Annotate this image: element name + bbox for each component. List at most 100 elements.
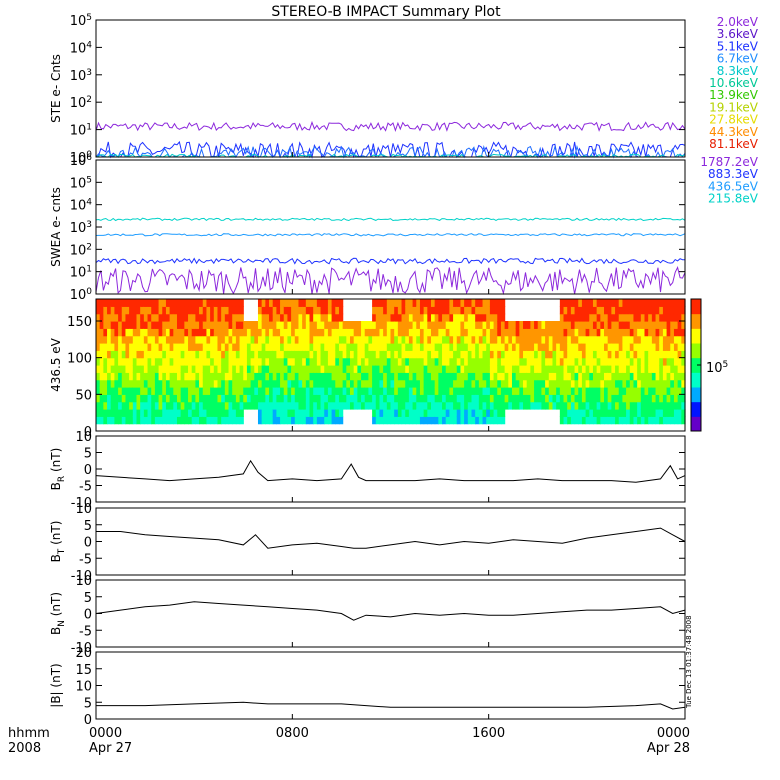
heatmap-cell xyxy=(313,313,318,322)
heatmap-cell xyxy=(563,387,568,395)
heatmap-cell xyxy=(681,365,686,373)
heatmap-cell xyxy=(298,409,303,417)
heatmap-cell xyxy=(327,394,333,403)
heatmap-cell xyxy=(327,372,333,381)
heatmap-cell xyxy=(309,343,314,351)
heatmap-cell xyxy=(375,328,381,337)
heatmap-cell xyxy=(585,357,590,366)
heatmap-cell xyxy=(559,401,565,410)
heatmap-cell xyxy=(265,379,270,388)
heatmap-cell xyxy=(309,357,314,366)
heatmap-cell xyxy=(283,335,289,344)
heatmap-cell xyxy=(574,299,579,307)
heatmap-cell xyxy=(629,328,635,337)
heatmap-cell xyxy=(294,350,300,359)
heatmap-cell xyxy=(173,365,178,373)
heatmap-cell xyxy=(213,357,219,366)
heatmap-cell xyxy=(419,357,425,366)
heatmap-cell xyxy=(615,328,620,337)
heatmap-cell xyxy=(677,365,682,373)
heatmap-cell xyxy=(309,299,314,307)
heatmap-cell xyxy=(681,299,686,307)
heatmap-cell xyxy=(265,321,270,329)
heatmap-cell xyxy=(180,306,185,315)
heatmap-cell xyxy=(357,387,362,395)
heatmap-cell xyxy=(151,372,156,381)
heatmap-cell xyxy=(681,313,686,322)
heatmap-cell xyxy=(383,387,388,395)
heatmap-cell xyxy=(184,299,189,307)
heatmap-cell xyxy=(430,379,436,388)
heatmap-cell xyxy=(471,321,476,329)
heatmap-cell xyxy=(232,365,237,373)
heatmap-cell xyxy=(397,394,403,403)
heatmap-cell xyxy=(173,335,178,344)
heatmap-cell xyxy=(140,357,145,366)
heatmap-cell xyxy=(637,328,642,337)
heatmap-cell xyxy=(320,321,325,329)
heatmap-cell xyxy=(408,321,414,329)
heatmap-cell xyxy=(151,365,156,373)
heatmap-cell xyxy=(188,321,193,329)
heatmap-cell xyxy=(445,350,450,359)
heatmap-cell xyxy=(467,379,473,388)
y-tick-label: 103 xyxy=(70,220,92,236)
heatmap-cell xyxy=(176,321,182,329)
heatmap-cell xyxy=(548,379,554,388)
heatmap-cell xyxy=(438,409,443,417)
heatmap-cell xyxy=(96,379,101,388)
heatmap-cell xyxy=(449,365,454,373)
heatmap-cell xyxy=(408,299,414,307)
heatmap-cell xyxy=(305,313,311,322)
heatmap-cell xyxy=(559,357,565,366)
heatmap-cell xyxy=(405,365,410,373)
heatmap-cell xyxy=(622,321,627,329)
heatmap-cell xyxy=(331,365,336,373)
heatmap-cell xyxy=(386,328,392,337)
heatmap-cell xyxy=(456,328,462,337)
heatmap-cell xyxy=(232,335,237,344)
heatmap-cell xyxy=(673,387,679,395)
heatmap-cell xyxy=(618,321,624,329)
heatmap-cell xyxy=(611,313,616,322)
heatmap-cell xyxy=(585,321,590,329)
heatmap-cell xyxy=(103,343,108,351)
heatmap-cell xyxy=(423,409,428,417)
heatmap-cell xyxy=(180,321,185,329)
heatmap-cell xyxy=(677,343,682,351)
heatmap-cell xyxy=(103,394,108,403)
heatmap-cell xyxy=(338,321,344,329)
heatmap-cell xyxy=(291,394,296,403)
heatmap-cell xyxy=(357,350,362,359)
heatmap-cell xyxy=(151,328,156,337)
heatmap-cell xyxy=(265,335,270,344)
heatmap-cell xyxy=(526,328,531,337)
heatmap-cell xyxy=(316,328,322,337)
heatmap-cell xyxy=(655,335,660,344)
heatmap-cell xyxy=(217,306,222,315)
heatmap-cell xyxy=(394,357,399,366)
heatmap-cell xyxy=(232,409,237,417)
heatmap-cell xyxy=(338,401,344,410)
heatmap-cell xyxy=(497,321,502,329)
heatmap-cell xyxy=(199,350,204,359)
heatmap-cell xyxy=(460,321,465,329)
heatmap-cell xyxy=(504,401,509,410)
heatmap-cell xyxy=(269,328,274,337)
heatmap-cell xyxy=(419,335,425,344)
heatmap-cell xyxy=(581,394,587,403)
heatmap-cell xyxy=(397,328,403,337)
heatmap-cell xyxy=(651,343,657,351)
heatmap-cell xyxy=(143,357,149,366)
heatmap-cell xyxy=(188,409,193,417)
heatmap-cell xyxy=(438,313,443,322)
heatmap-cell xyxy=(622,365,627,373)
heatmap-cell xyxy=(232,394,237,403)
heatmap-cell xyxy=(648,394,653,403)
heatmap-cell xyxy=(545,379,550,388)
heatmap-cell xyxy=(254,328,259,337)
heatmap-cell xyxy=(600,350,605,359)
heatmap-cell xyxy=(132,350,138,359)
heatmap-cell xyxy=(423,401,428,410)
heatmap-cell xyxy=(430,357,436,366)
